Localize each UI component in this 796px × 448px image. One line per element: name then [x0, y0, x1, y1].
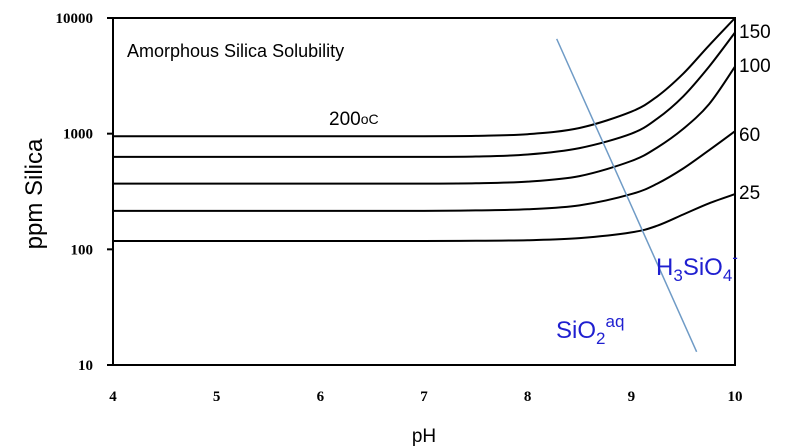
- y-axis-ticks: 10 100 1000 10000: [56, 11, 113, 374]
- h3sio4-sub4: 4: [723, 266, 732, 285]
- x-axis-ticks: 4 5 6 7 8 9 10: [109, 389, 742, 405]
- h3sio4-label: H3SiO4-: [656, 248, 738, 285]
- series-line-25: [113, 193, 736, 243]
- y-tick-label-100: 100: [71, 242, 94, 258]
- y-tick-label-1000: 1000: [63, 127, 93, 143]
- x-tick-label-4: 4: [109, 389, 117, 405]
- chart-title: Amorphous Silica Solubility: [127, 41, 344, 61]
- temp-label-200-value: 200: [329, 109, 361, 130]
- temp-label-60: 60: [739, 125, 760, 146]
- temp-label-150: 150: [739, 22, 771, 43]
- h3sio4-superscript: -: [732, 248, 738, 267]
- sio2-superscript: aq: [605, 312, 624, 331]
- plot-frame: [112, 17, 736, 366]
- x-tick-label-5: 5: [213, 389, 221, 405]
- species-boundary-line: [556, 38, 698, 353]
- series-line-200c: [112, 17, 736, 138]
- h3sio4-sub3: 3: [673, 266, 682, 285]
- solubility-curves: [112, 17, 736, 243]
- series-line-100: [113, 66, 736, 185]
- sio2-subscript: 2: [596, 329, 605, 348]
- series-line-60: [113, 130, 736, 212]
- x-tick-label-6: 6: [317, 389, 325, 405]
- temp-label-200-unit: oC: [361, 111, 379, 127]
- temp-label-100: 100: [739, 56, 771, 77]
- x-tick-label-8: 8: [524, 389, 532, 405]
- x-tick-label-10: 10: [728, 389, 743, 405]
- temp-label-200: 200oC: [329, 109, 379, 130]
- sio2-aq-label: SiO2aq: [556, 312, 624, 348]
- sio2-base: SiO: [556, 317, 596, 344]
- h3sio4-h: H: [656, 254, 673, 281]
- x-tick-label-7: 7: [420, 389, 428, 405]
- series-line-150: [113, 31, 736, 158]
- y-tick-label-10000: 10000: [56, 11, 94, 27]
- y-axis-title: ppm Silica: [21, 138, 48, 249]
- x-axis-title: pH: [412, 426, 436, 447]
- h3sio4-mid: SiO: [683, 254, 723, 281]
- temp-label-25: 25: [739, 183, 760, 204]
- x-tick-label-9: 9: [628, 389, 636, 405]
- y-tick-label-10: 10: [78, 358, 93, 374]
